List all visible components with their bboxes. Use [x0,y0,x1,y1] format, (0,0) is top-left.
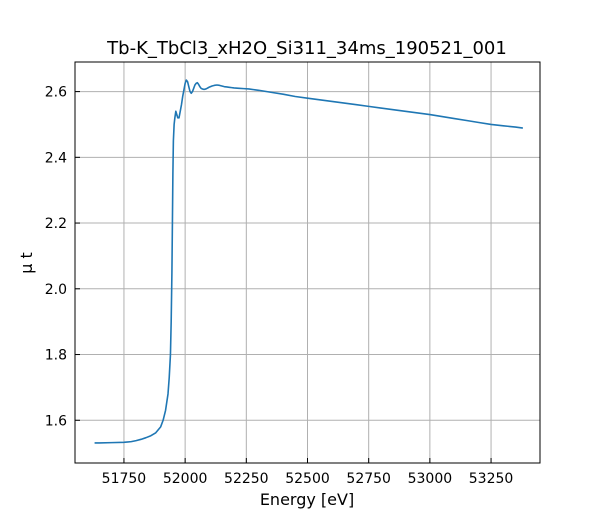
y-tick-label: 1.8 [45,348,67,364]
x-tick-label: 52500 [285,471,330,487]
y-axis-ticks: 1.6 1.8 2.0 2.2 2.4 2.6 [45,85,80,429]
chart-title: Tb-K_TbCl3_xH2O_Si311_34ms_190521_001 [106,38,507,59]
x-tick-label: 53000 [408,471,453,487]
x-axis-ticks: 51750 52000 52250 52500 52750 53000 53250 [102,458,514,487]
x-tick-label: 51750 [102,471,147,487]
y-tick-label: 2.4 [45,150,67,166]
x-tick-label: 53250 [469,471,514,487]
x-tick-label: 52250 [224,471,269,487]
series-line [94,79,523,444]
grid [75,62,540,463]
x-tick-label: 52750 [346,471,391,487]
x-tick-label: 52000 [163,471,208,487]
y-axis-label: μ t [17,252,36,274]
y-tick-label: 1.6 [45,413,67,429]
series-layer [94,79,523,444]
y-tick-label: 2.2 [45,216,67,232]
y-tick-label: 2.6 [45,85,67,101]
y-tick-label: 2.0 [45,282,67,298]
x-axis-label: Energy [eV] [260,490,354,509]
